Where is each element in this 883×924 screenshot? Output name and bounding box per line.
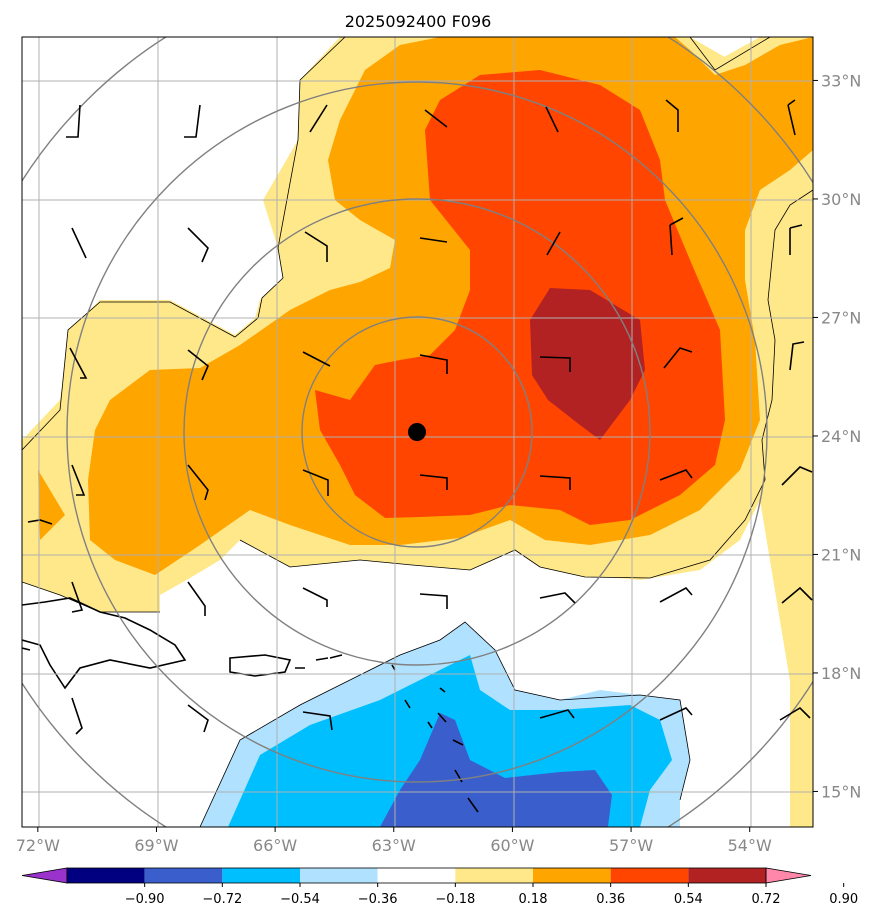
center-marker: [408, 423, 426, 441]
y-tick-label: 24°N: [821, 427, 861, 446]
anomaly-outline-north: [299, 37, 813, 481]
colorbar-tick-label: 0.54: [674, 892, 703, 907]
range-ring-2: [183, 198, 651, 666]
x-tick-label: 60°W: [490, 836, 534, 855]
colorbar-tick-label: −0.90: [125, 892, 165, 907]
cuba-fragment: [22, 519, 53, 651]
x-tick-label: 69°W: [134, 836, 178, 855]
colorbar-swatch: [533, 868, 611, 883]
x-axis: 72°W 69°W 66°W 63°W 60°W 57°W 54°W: [16, 827, 772, 855]
virgin-islands: [295, 654, 343, 669]
colorbar-tick-label: 0.90: [829, 892, 858, 907]
colorbar-tick-label: 0.36: [596, 892, 625, 907]
lesser-antilles: [391, 664, 479, 813]
colorbar-swatch: [67, 868, 145, 883]
range-ring-3: [66, 81, 768, 783]
y-tick-label: 30°N: [821, 190, 861, 209]
colorbar-extend-high: [765, 867, 812, 884]
x-tick-label: 66°W: [253, 836, 297, 855]
colorbar-extend-low: [21, 867, 68, 884]
colorbar-swatch: [144, 868, 223, 883]
colorbar-swatch: [377, 868, 456, 883]
colorbar-tick-label: −0.18: [435, 892, 475, 907]
contour-0.54-0.72: [315, 70, 725, 525]
x-tick-label: 63°W: [372, 836, 416, 855]
colorbar-swatch: [300, 868, 378, 883]
colorbar-swatch: [610, 868, 689, 883]
colorbar-tick-label: −0.54: [280, 892, 320, 907]
y-tick-label: 33°N: [821, 71, 861, 90]
colorbar-swatch: [455, 868, 533, 883]
colorbar-swatch: [222, 868, 300, 883]
negative-outline: [199, 621, 691, 827]
y-tick-label: 21°N: [821, 545, 861, 564]
y-tick-label: 15°N: [821, 782, 861, 801]
x-tick-label: 54°W: [728, 836, 772, 855]
map-area: [22, 37, 813, 827]
wind-barbs: [66, 99, 813, 735]
y-axis: 33°N 30°N 27°N 24°N 21°N 18°N 15°N: [813, 71, 861, 801]
colorbar: −0.90 −0.72 −0.54 −0.36 −0.18 0.18 0.36 0.54 0.7…: [21, 867, 858, 907]
contour-0.72-0.90: [530, 288, 645, 440]
map-frame: [21, 36, 814, 828]
colorbar-tick-label: 0.18: [519, 892, 548, 907]
grid: [22, 37, 813, 827]
colorbar-tick-label: −0.72: [202, 892, 242, 907]
range-rings: [22, 37, 813, 827]
anomaly-outline-west: [22, 79, 301, 451]
colorbar-swatch: [688, 868, 766, 883]
map-title: 2025092400 F096: [345, 12, 492, 31]
x-tick-label: 57°W: [609, 836, 653, 855]
colorbar-frame: [66, 867, 767, 884]
puerto-rico: [229, 654, 292, 677]
y-tick-label: 18°N: [821, 664, 861, 683]
colorbar-tick-label: 0.72: [752, 892, 781, 907]
colorbar-tick-label: −0.36: [358, 892, 398, 907]
y-tick-label: 27°N: [821, 308, 861, 327]
contour-neg-0.54-0.72: [380, 713, 612, 827]
coastlines: [22, 37, 813, 827]
x-tick-label: 72°W: [16, 836, 60, 855]
range-ring-1: [301, 316, 533, 548]
